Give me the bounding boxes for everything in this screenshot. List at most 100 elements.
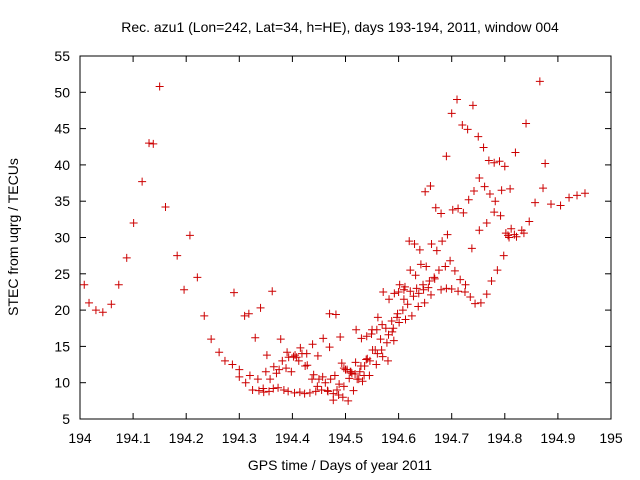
data-point-3-21	[365, 371, 374, 380]
x-tick-label-8: 194.8	[487, 430, 522, 446]
data-point-4-20	[372, 325, 381, 334]
data-point-2-15	[405, 237, 414, 246]
data-point-0-24	[248, 385, 257, 394]
data-point-4-28	[420, 298, 429, 307]
data-point-0-33	[295, 388, 304, 397]
data-point-4-19	[367, 330, 376, 339]
data-point-1-36	[438, 237, 447, 246]
data-point-0-27	[265, 387, 274, 396]
x-tick-label-7: 194.7	[434, 430, 469, 446]
y-tick-label-6: 35	[54, 193, 70, 209]
data-point-1-41	[464, 195, 473, 204]
data-point-0-21	[228, 360, 237, 369]
data-point-2-22	[442, 152, 451, 161]
data-point-3-39	[475, 226, 484, 235]
data-point-0-43	[351, 369, 360, 378]
data-point-1-24	[373, 313, 382, 322]
data-point-0-19	[215, 348, 224, 357]
data-point-2-29	[479, 143, 488, 152]
data-point-3-17	[344, 396, 353, 405]
data-point-4-11	[323, 387, 332, 396]
data-point-0-14	[180, 285, 189, 294]
data-point-1-7	[276, 335, 285, 344]
data-point-2-30	[484, 156, 493, 165]
data-point-4-21	[378, 320, 387, 329]
data-point-2-21	[437, 209, 446, 218]
y-tick-label-7: 40	[54, 157, 70, 173]
data-points	[80, 77, 589, 405]
data-point-0-52	[398, 306, 407, 315]
data-point-1-45	[485, 189, 494, 198]
data-point-3-3	[261, 367, 270, 376]
x-tick-label-10: 195	[599, 430, 623, 446]
data-point-0-41	[339, 382, 348, 391]
data-point-0-35	[305, 388, 314, 397]
data-point-2-10	[378, 352, 387, 361]
data-point-3-29	[412, 284, 421, 293]
data-point-2-23	[447, 109, 456, 118]
data-point-3-27	[399, 295, 408, 304]
data-point-3-41	[490, 208, 499, 217]
data-point-4-7	[302, 349, 311, 358]
data-point-3-43	[503, 231, 512, 240]
plot-frame	[79, 55, 612, 420]
data-point-3-4	[269, 362, 278, 371]
data-point-4-2	[272, 369, 281, 378]
data-point-0-66	[471, 299, 480, 308]
data-point-3-30	[419, 280, 428, 289]
data-point-0-48	[376, 335, 385, 344]
data-point-1-40	[459, 208, 468, 217]
data-point-0-11	[155, 82, 164, 91]
data-point-2-24	[453, 95, 462, 104]
data-point-1-3	[251, 333, 260, 342]
data-point-0-70	[493, 266, 502, 275]
data-point-1-31	[411, 271, 420, 280]
data-point-0-68	[482, 290, 491, 299]
data-point-1-25	[379, 287, 388, 296]
data-point-1-13	[313, 351, 322, 360]
data-point-1-22	[363, 354, 372, 363]
data-point-0-75	[525, 217, 534, 226]
data-point-0-18	[207, 335, 216, 344]
x-tick-label-5: 194.5	[328, 430, 363, 446]
data-point-0-22	[235, 372, 244, 381]
data-point-0-77	[539, 184, 548, 193]
data-point-2-1	[331, 310, 340, 319]
y-tick-label-0: 5	[62, 411, 70, 427]
data-point-3-47	[541, 159, 550, 168]
data-point-4-16	[351, 358, 360, 367]
data-point-1-49	[507, 224, 516, 233]
data-point-2-9	[373, 349, 382, 358]
data-point-3-1	[245, 371, 254, 380]
data-point-4-29	[426, 290, 435, 299]
data-point-0-69	[487, 277, 496, 286]
data-point-2-32	[495, 157, 504, 166]
data-point-4-0	[259, 384, 268, 393]
data-point-1-1	[240, 311, 249, 320]
data-point-0-31	[284, 387, 293, 396]
y-tick-label-9: 50	[54, 84, 70, 100]
data-point-2-28	[474, 132, 483, 141]
data-point-0-34	[300, 389, 309, 398]
data-point-3-38	[467, 244, 476, 253]
data-point-0-16	[193, 273, 202, 282]
data-point-0-58	[430, 273, 439, 282]
data-point-2-2	[336, 332, 345, 341]
data-point-2-11	[383, 356, 392, 365]
data-point-1-32	[416, 260, 425, 269]
data-point-4-22	[384, 330, 393, 339]
data-point-2-33	[500, 162, 509, 171]
data-point-0-61	[446, 256, 455, 265]
x-tick-label-3: 194.3	[222, 430, 257, 446]
data-point-0-26	[259, 388, 268, 397]
data-point-3-2	[253, 375, 262, 384]
data-point-1-44	[480, 182, 489, 191]
data-point-1-12	[308, 340, 317, 349]
data-point-0-67	[476, 298, 485, 307]
x-tick-label-4: 194.4	[275, 430, 310, 446]
data-point-4-13	[335, 380, 344, 389]
data-point-1-21	[358, 377, 367, 386]
data-point-0-13	[173, 251, 182, 260]
data-point-0-40	[334, 391, 343, 400]
data-point-3-31	[425, 277, 434, 286]
